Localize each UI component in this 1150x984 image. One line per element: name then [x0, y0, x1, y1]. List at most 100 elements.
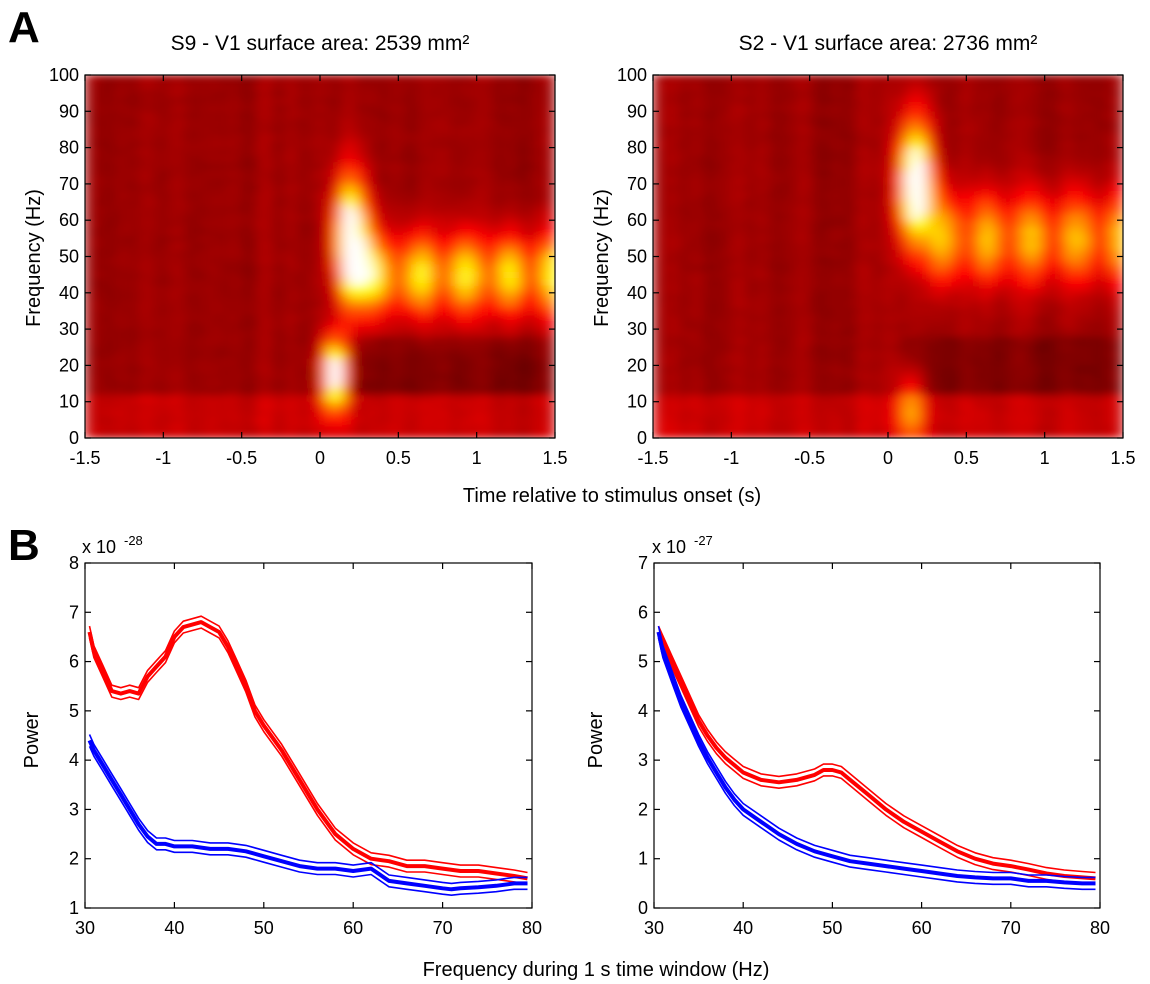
hm1-cell	[738, 263, 748, 272]
hm0-cell	[249, 96, 258, 105]
hm1-cell	[942, 343, 952, 352]
hm1-cell	[903, 379, 912, 388]
hm0-cell	[444, 139, 454, 149]
hm1-cell	[887, 219, 897, 228]
hm1-cell	[809, 197, 818, 207]
hm0-cell	[499, 379, 509, 388]
hm0-cell	[249, 372, 258, 381]
hm1-cell	[824, 75, 834, 83]
hm1-cell	[895, 256, 905, 265]
hm0-cell	[366, 350, 376, 359]
hm0-ytick-label: 60	[59, 210, 79, 230]
hm1-cell	[777, 299, 787, 308]
hm1-cell	[801, 285, 811, 294]
hm1-cell	[777, 292, 787, 301]
hm1-cell	[871, 328, 881, 337]
hm1-cell	[864, 379, 873, 388]
hm0-cell	[382, 205, 391, 214]
hm0-cell	[272, 408, 282, 417]
hm0-cell	[397, 357, 407, 366]
hm0-cell	[405, 379, 415, 388]
hm1-cell	[723, 277, 732, 287]
hm1-cell	[895, 147, 905, 156]
hm1-cell	[676, 81, 685, 91]
hm1-cell	[762, 81, 771, 91]
hm0-cell	[538, 139, 548, 149]
hm1-cell	[871, 118, 881, 127]
hm1-cell	[715, 314, 724, 323]
hm0-cell	[92, 161, 102, 170]
hm0-cell	[515, 205, 525, 214]
hm1-cell	[824, 285, 834, 294]
hm0-cell	[452, 75, 462, 83]
hm0-cell	[350, 154, 360, 163]
hm1-cell	[942, 270, 952, 279]
hm1-cell	[683, 176, 693, 185]
hm0-cell	[452, 379, 462, 388]
hm0-cell	[437, 277, 446, 287]
hm1-cell	[777, 190, 787, 199]
hm0-cell	[382, 132, 391, 141]
hm0-cell	[523, 110, 532, 120]
hm1-cell	[723, 168, 732, 178]
hm0-cell	[484, 357, 493, 366]
hm1-cell	[754, 154, 764, 163]
hm0-cell	[108, 197, 117, 207]
hm0-cell	[170, 350, 180, 359]
hm0-cell	[327, 393, 337, 403]
hm0-cell	[413, 176, 423, 185]
hm0-cell	[531, 197, 540, 207]
hm1-cell	[738, 168, 748, 178]
hm0-cell	[123, 422, 133, 432]
hm0-cell	[343, 256, 352, 265]
hm0-cell	[155, 154, 164, 163]
hm0-cell	[194, 401, 203, 410]
hm0-cell	[460, 161, 470, 170]
hm0-cell	[507, 343, 517, 352]
hm0-cell	[413, 321, 423, 330]
hm1-cell	[911, 256, 920, 265]
hm0-cell	[397, 96, 407, 105]
hm0-cell	[241, 219, 250, 228]
hm1-cell	[699, 161, 709, 170]
hm0-cell	[476, 139, 485, 149]
hm0-cell	[405, 118, 415, 127]
hm0-xtick-label: 0.5	[386, 448, 411, 468]
hm0-cell	[335, 256, 344, 265]
hm0-cell	[209, 110, 219, 120]
hm0-cell	[531, 335, 540, 345]
hm0-cell	[147, 285, 156, 294]
hm1-cell	[871, 357, 881, 366]
hm0-cell	[280, 183, 290, 192]
hm0-cell	[491, 161, 501, 170]
hm1-cell	[668, 190, 677, 199]
hm0-cell	[233, 350, 243, 359]
hm0-cell	[256, 226, 266, 236]
hm0-cell	[390, 75, 399, 83]
hm1-cell	[801, 190, 811, 199]
hm0-cell	[170, 168, 180, 178]
hm1-cell	[840, 328, 850, 337]
hm1-cell	[676, 154, 685, 163]
hm0-cell	[319, 299, 329, 308]
hm1-cell	[824, 96, 834, 105]
hm0-cell	[507, 226, 517, 236]
hm0-cell	[186, 314, 196, 323]
hm1-cell	[895, 401, 905, 410]
hm1-cell	[879, 285, 889, 294]
hm0-cell	[546, 132, 555, 141]
hm0-cell	[155, 147, 164, 156]
hm1-cell	[911, 234, 920, 243]
hm0-cell	[100, 154, 109, 163]
hm0-cell	[350, 321, 360, 330]
hm1-cell	[770, 147, 779, 156]
hm1-cell	[668, 248, 677, 257]
hm1-cell	[770, 299, 779, 308]
hm1-cell	[676, 96, 685, 105]
hm1-cell	[934, 299, 944, 308]
hm0-cell	[437, 422, 446, 432]
hm1-cell	[848, 248, 858, 257]
hm0-cell	[170, 422, 180, 432]
hm1-cell	[801, 212, 811, 221]
hm0-cell	[319, 154, 329, 163]
